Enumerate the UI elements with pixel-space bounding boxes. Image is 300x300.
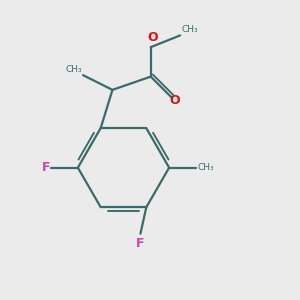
Text: CH₃: CH₃ <box>197 163 214 172</box>
Text: CH₃: CH₃ <box>182 25 198 34</box>
Text: F: F <box>136 237 145 250</box>
Text: CH₃: CH₃ <box>65 65 82 74</box>
Text: F: F <box>41 161 50 174</box>
Text: O: O <box>169 94 180 107</box>
Text: O: O <box>147 31 158 44</box>
